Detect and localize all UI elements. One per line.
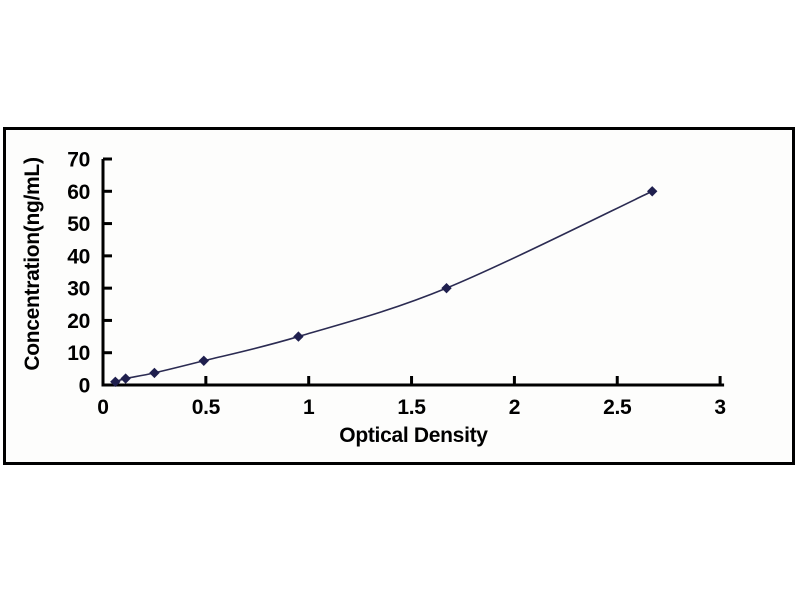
y-tick-label: 40 [67,245,90,268]
data-point-marker [120,373,131,384]
data-point-marker [441,282,452,294]
chart-frame: 0 0.5 1 1.5 2 2.5 3 0 10 20 30 40 50 60 70 Optical Den… [3,127,795,465]
y-tick-label: 10 [67,342,90,365]
x-tick-label: 2.5 [603,396,632,419]
data-point-marker [198,355,209,366]
x-tick-label: 2 [509,396,520,419]
x-tick-label: 3 [714,396,725,419]
y-tick-label: 20 [67,310,90,333]
series-line [115,190,653,383]
x-tick-label: 1.5 [397,396,426,419]
x-axis-title: Optical Density [339,424,488,447]
y-tick-label: 30 [67,278,90,301]
data-point-marker [647,186,658,197]
x-tick-label: 0 [97,396,108,419]
data-point-marker [293,331,304,342]
y-tick-label: 0 [79,375,90,398]
data-point-marker [110,376,121,387]
data-point-marker [149,367,160,379]
y-tick-label: 70 [67,149,90,172]
y-tick-label: 50 [67,213,90,236]
x-tick-label: 1 [303,396,315,419]
x-tick-label: 0.5 [192,396,221,419]
y-axis-title: Concentration(ng/mL) [21,157,44,371]
y-tick-label: 60 [67,181,90,204]
